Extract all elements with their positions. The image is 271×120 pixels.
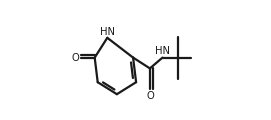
Text: O: O (146, 91, 154, 101)
Text: HN: HN (155, 46, 170, 56)
Text: HN: HN (100, 27, 115, 37)
Text: O: O (72, 53, 80, 63)
